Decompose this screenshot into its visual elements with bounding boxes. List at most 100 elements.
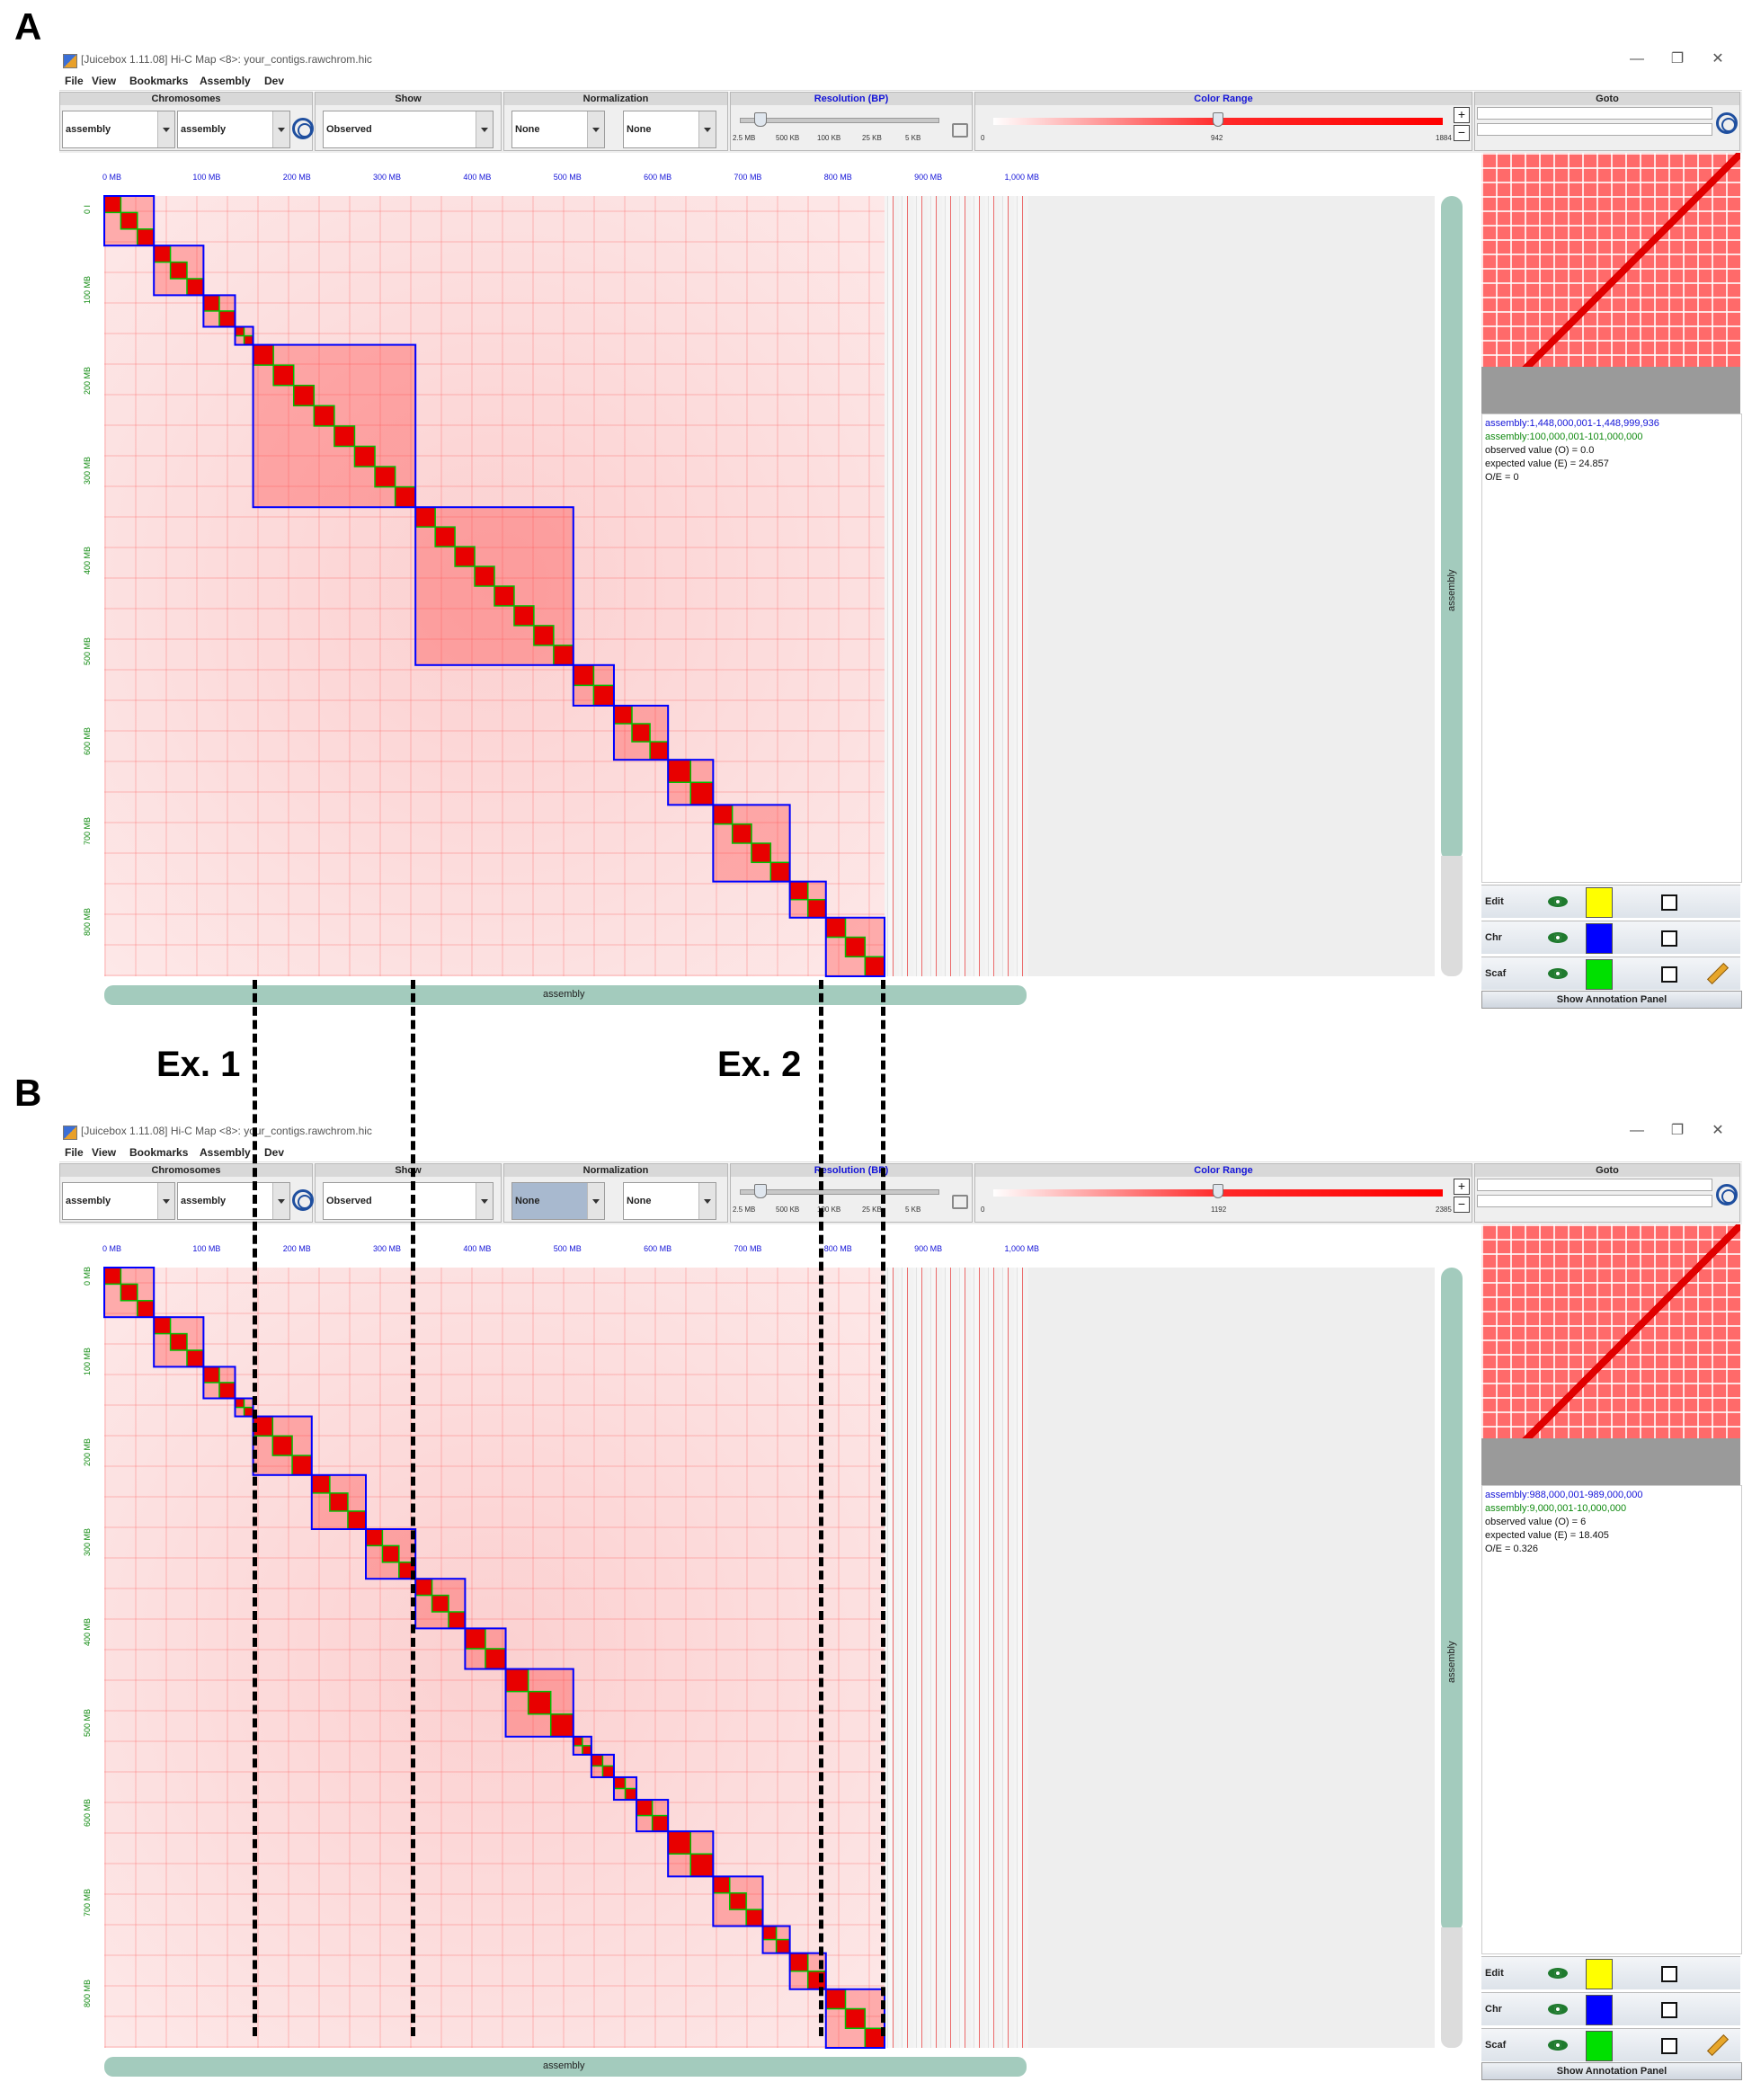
minimize-button[interactable]: — xyxy=(1630,51,1644,67)
vertical-scrollbar-label: assembly xyxy=(1446,569,1457,611)
example-2-left-guide xyxy=(819,980,823,2036)
menu-bookmarks[interactable]: Bookmarks xyxy=(129,75,189,87)
display-option-select[interactable]: Observed xyxy=(323,1182,494,1220)
color-range-plus-button[interactable]: + xyxy=(1454,1179,1470,1195)
chevron-down-icon[interactable] xyxy=(476,1183,493,1219)
color-range-slider-thumb[interactable] xyxy=(1213,1184,1223,1198)
show-annotation-panel-button[interactable]: Show Annotation Panel xyxy=(1481,2062,1742,2080)
chevron-down-icon[interactable] xyxy=(587,111,604,147)
display-option-select[interactable]: Observed xyxy=(323,111,494,148)
checkbox-icon[interactable] xyxy=(1661,894,1677,911)
color-swatch[interactable] xyxy=(1586,1959,1613,1989)
eye-icon[interactable] xyxy=(1548,932,1568,943)
menu-bookmarks[interactable]: Bookmarks xyxy=(129,1146,189,1159)
chromosome-x-select[interactable]: assembly xyxy=(62,1182,175,1220)
goto-refresh-icon[interactable] xyxy=(1716,1184,1738,1206)
restore-button[interactable]: ❐ xyxy=(1670,1123,1685,1138)
chevron-down-icon[interactable] xyxy=(476,111,493,147)
refresh-icon[interactable] xyxy=(292,1189,314,1211)
panel-letter-b: B xyxy=(14,1072,42,1114)
checkbox-icon[interactable] xyxy=(1661,930,1677,947)
resolution-slider-track[interactable] xyxy=(740,1189,939,1195)
color-range-minus-button[interactable]: − xyxy=(1454,1197,1470,1213)
example-1-left-guide xyxy=(253,980,257,2036)
chromosome-y-select[interactable]: assembly xyxy=(177,111,290,148)
goto-title: Goto xyxy=(1475,93,1739,105)
pencil-icon[interactable] xyxy=(1706,2033,1730,2057)
refresh-icon[interactable] xyxy=(292,118,314,139)
vertical-scrollbar[interactable] xyxy=(1441,196,1463,861)
x-axis-tick-label: 200 MB xyxy=(282,1244,311,1253)
checkbox-icon[interactable] xyxy=(1661,2002,1677,2018)
resolution-slider-track[interactable] xyxy=(740,118,939,123)
chromosome-y-select[interactable]: assembly xyxy=(177,1182,290,1220)
color-range-max: 1884 xyxy=(1436,134,1452,142)
menu-view[interactable]: View xyxy=(92,75,117,87)
normalization-1-select[interactable]: None xyxy=(511,111,605,148)
menu-file[interactable]: File xyxy=(65,75,84,87)
eye-icon[interactable] xyxy=(1548,968,1568,979)
chevron-down-icon[interactable] xyxy=(272,111,289,147)
menu-dev[interactable]: Dev xyxy=(264,1146,285,1159)
minimize-button[interactable]: — xyxy=(1630,1123,1644,1138)
normalization-1-select[interactable]: None xyxy=(511,1182,605,1220)
checkbox-icon[interactable] xyxy=(1661,1966,1677,1982)
checkbox-icon[interactable] xyxy=(1661,2038,1677,2054)
lock-icon[interactable] xyxy=(952,1195,968,1209)
menu-view[interactable]: View xyxy=(92,1146,117,1159)
menu-file[interactable]: File xyxy=(65,1146,84,1159)
chevron-down-icon[interactable] xyxy=(698,1183,716,1219)
chromosome-box xyxy=(252,343,417,509)
color-swatch[interactable] xyxy=(1586,1995,1613,2025)
pencil-icon[interactable] xyxy=(1706,962,1730,985)
color-range-minus-button[interactable]: − xyxy=(1454,125,1470,141)
goto-y-input[interactable] xyxy=(1477,1195,1712,1207)
chevron-down-icon[interactable] xyxy=(698,111,716,147)
scaffold-box xyxy=(636,1799,654,1817)
lock-icon[interactable] xyxy=(952,123,968,138)
chromosome-box xyxy=(504,1668,574,1738)
color-swatch[interactable] xyxy=(1586,923,1613,954)
show-title: Show xyxy=(316,1164,501,1177)
resolution-slider-thumb[interactable] xyxy=(754,112,767,127)
vertical-scrollbar-end[interactable] xyxy=(1441,1927,1463,2048)
chevron-down-icon[interactable] xyxy=(157,1183,174,1219)
chromosome-x-select[interactable]: assembly xyxy=(62,111,175,148)
y-axis-tick-label: 100 MB xyxy=(83,1348,92,1376)
chevron-down-icon[interactable] xyxy=(272,1183,289,1219)
menu-dev[interactable]: Dev xyxy=(264,75,285,87)
menu-assembly[interactable]: Assembly xyxy=(200,75,251,87)
restore-button[interactable]: ❐ xyxy=(1670,51,1685,67)
goto-y-input[interactable] xyxy=(1477,123,1712,136)
normalization-2-select[interactable]: None xyxy=(623,111,716,148)
color-swatch[interactable] xyxy=(1586,887,1613,918)
close-button[interactable]: ✕ xyxy=(1712,1123,1724,1138)
horizontal-scrollbar[interactable] xyxy=(104,2057,1027,2077)
eye-icon[interactable] xyxy=(1548,2004,1568,2015)
goto-x-input[interactable] xyxy=(1477,107,1712,120)
show-annotation-panel-button[interactable]: Show Annotation Panel xyxy=(1481,991,1742,1009)
normalization-2-select[interactable]: None xyxy=(623,1182,716,1220)
color-swatch[interactable] xyxy=(1586,2031,1613,2061)
x-axis-tick-label: 800 MB xyxy=(823,173,852,182)
goto-x-input[interactable] xyxy=(1477,1179,1712,1191)
vertical-scrollbar-end[interactable] xyxy=(1441,856,1463,976)
checkbox-icon[interactable] xyxy=(1661,966,1677,983)
eye-icon[interactable] xyxy=(1548,896,1568,907)
menu-assembly[interactable]: Assembly xyxy=(200,1146,251,1159)
chromosome-y-value: assembly xyxy=(181,124,227,135)
color-range-plus-button[interactable]: + xyxy=(1454,107,1470,123)
close-button[interactable]: ✕ xyxy=(1712,51,1724,67)
resolution-slider-thumb[interactable] xyxy=(754,1184,767,1198)
chevron-down-icon[interactable] xyxy=(587,1183,604,1219)
eye-icon[interactable] xyxy=(1548,1968,1568,1979)
horizontal-scrollbar[interactable] xyxy=(104,985,1027,1005)
eye-icon[interactable] xyxy=(1548,2040,1568,2051)
vertical-scrollbar[interactable] xyxy=(1441,1268,1463,1933)
annotation-label: Scaf xyxy=(1485,2040,1507,2051)
color-swatch[interactable] xyxy=(1586,959,1613,990)
normalization-group: Normalization None None xyxy=(503,92,728,151)
color-range-slider-thumb[interactable] xyxy=(1213,112,1223,127)
chevron-down-icon[interactable] xyxy=(157,111,174,147)
goto-refresh-icon[interactable] xyxy=(1716,112,1738,134)
